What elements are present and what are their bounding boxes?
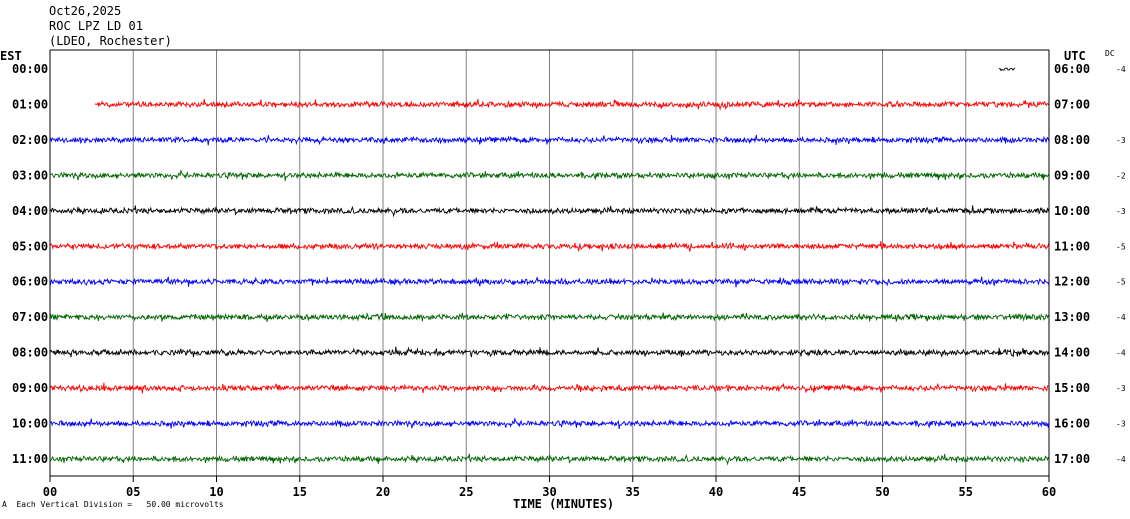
x-tick-label-45: 45 [792, 485, 806, 499]
trace-layer [49, 67, 1050, 466]
vertical-division-scale: Each Vertical Division = 50.00 microvolt… [16, 500, 224, 509]
utc-time-label: 08:00 [1054, 133, 1090, 147]
est-time-label: 05:00 [12, 239, 48, 253]
utc-time-label: 10:00 [1054, 204, 1090, 218]
x-axis: 00 05 10 15 20 25 30 35 40 45 50 55 60 [43, 475, 1056, 499]
dc-offset-value: -4 [1116, 455, 1126, 464]
dc-offset-value: -2 [1116, 171, 1126, 180]
dc-offset-value: -3 [1116, 136, 1126, 145]
est-time-label: 04:00 [12, 204, 48, 218]
trace-row-0400 [49, 205, 1050, 218]
trace-row-0600 [49, 276, 1050, 288]
x-tick-label-60: 60 [1042, 485, 1056, 499]
x-tick-label-20: 20 [376, 485, 390, 499]
dc-offset-value: -4 [1116, 313, 1126, 322]
trace-row-0700 [49, 312, 1050, 322]
x-tick-label-50: 50 [875, 485, 889, 499]
utc-time-label: 14:00 [1054, 346, 1090, 360]
scale-footer: A Each Vertical Division = 50.00 microvo… [2, 500, 224, 509]
trace-row-0200 [49, 134, 1050, 146]
x-axis-title: TIME (MINUTES) [513, 497, 615, 511]
network-name: (LDEO, Rochester) [49, 34, 172, 48]
x-tick-label-05: 05 [126, 485, 140, 499]
trace-row-1000 [49, 418, 1050, 430]
trace-row-0000 [998, 67, 1016, 72]
utc-time-label: 07:00 [1054, 97, 1090, 111]
utc-time-label: 17:00 [1054, 452, 1090, 466]
est-time-label: 11:00 [12, 452, 48, 466]
dc-offset-value: -4 [1116, 349, 1126, 358]
utc-time-label: 09:00 [1054, 168, 1090, 182]
est-time-label: 07:00 [12, 310, 48, 324]
dc-offset-value: -3 [1116, 420, 1126, 429]
x-tick-label-25: 25 [459, 485, 473, 499]
utc-time-label: 15:00 [1054, 381, 1090, 395]
dc-offset-value: -3 [1116, 207, 1126, 216]
x-tick-label-55: 55 [959, 485, 973, 499]
label-layer: 00:00 06:00 -4 01:00 07:00 02:00 08:00 -3 03:00 0… [12, 62, 1126, 466]
x-tick-label-30: 30 [542, 485, 556, 499]
est-time-label: 02:00 [12, 133, 48, 147]
dc-offset-value: -5 [1116, 278, 1126, 287]
est-time-label: 06:00 [12, 275, 48, 289]
grid-layer [49, 49, 1050, 476]
est-time-label: 03:00 [12, 168, 48, 182]
left-timezone-label: EST [0, 49, 22, 63]
trace-row-0100 [94, 99, 1049, 111]
x-tick-label-40: 40 [709, 485, 723, 499]
est-time-label: 10:00 [12, 417, 48, 431]
trace-row-0800 [49, 346, 1050, 359]
trace-row-1100 [49, 453, 1050, 466]
dc-offset-value: -3 [1116, 384, 1126, 393]
est-time-label: 00:00 [12, 62, 48, 76]
x-tick-label-35: 35 [626, 485, 640, 499]
utc-time-label: 16:00 [1054, 417, 1090, 431]
station-code: ROC LPZ LD 01 [49, 19, 143, 33]
utc-time-label: 11:00 [1054, 239, 1090, 253]
trace-row-0300 [49, 169, 1050, 181]
footer-mark: A [2, 500, 7, 509]
est-time-label: 09:00 [12, 381, 48, 395]
dc-offset-header: DC [1105, 49, 1115, 58]
dc-offset-value: -4 [1116, 65, 1126, 74]
est-time-label: 08:00 [12, 346, 48, 360]
trace-row-0900 [49, 382, 1049, 394]
utc-time-label: 06:00 [1054, 62, 1090, 76]
x-tick-label-00: 00 [43, 485, 57, 499]
x-tick-label-10: 10 [209, 485, 223, 499]
x-tick-label-15: 15 [293, 485, 307, 499]
est-time-label: 01:00 [12, 97, 48, 111]
dc-offset-value: -5 [1116, 242, 1126, 251]
chart-date: Oct26,2025 [49, 4, 122, 18]
utc-time-label: 12:00 [1054, 275, 1090, 289]
utc-time-label: 13:00 [1054, 310, 1090, 324]
trace-row-0500 [49, 241, 1050, 252]
right-timezone-label: UTC [1064, 49, 1086, 63]
